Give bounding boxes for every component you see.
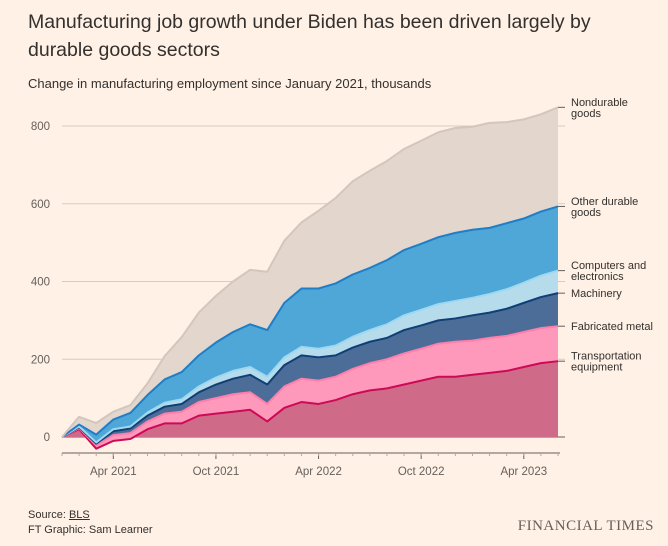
y-tick-label: 600 — [31, 199, 50, 211]
chart-subtitle: Change in manufacturing employment since… — [28, 76, 432, 91]
source-prefix: Source: — [28, 509, 69, 521]
series-label: Other durable goods — [571, 196, 638, 219]
y-tick-label: 400 — [31, 277, 50, 289]
y-tick-label: 200 — [31, 354, 50, 366]
source-link[interactable]: BLS — [68, 509, 90, 521]
area-machinery — [62, 293, 558, 446]
line-machinery — [61, 292, 559, 445]
area-other-durable-goods — [62, 206, 558, 443]
chart-title: Manufacturing job growth under Biden has… — [28, 11, 591, 61]
footer: Source: BLS FT Graphic: Sam Learner — [28, 508, 153, 538]
series-label: Machinery — [571, 288, 622, 300]
line-computers-and-electronics — [61, 269, 559, 444]
source-line: Source: BLS — [28, 508, 153, 523]
series-label: Computers and electronics — [571, 260, 646, 283]
series-label: Transportation equipment — [571, 351, 642, 374]
x-tick-label: Apr 2022 — [295, 466, 342, 478]
line-transportation-equipment — [61, 360, 559, 450]
line-nondurable-goods — [61, 106, 559, 438]
y-tick-label: 0 — [44, 432, 50, 444]
area-nondurable-goods — [62, 107, 558, 437]
x-tick-label: Oct 2022 — [398, 466, 445, 478]
ft-logo: FINANCIAL TIMES — [517, 518, 654, 534]
series-label: Fabricated metal — [571, 321, 653, 333]
line-other-durable-goods — [61, 205, 559, 438]
x-tick-label: Oct 2021 — [193, 466, 240, 478]
credit: FT Graphic: Sam Learner — [28, 524, 153, 536]
area-fabricated-metal — [62, 326, 558, 449]
x-tick-label: Apr 2021 — [90, 466, 137, 478]
line-fabricated-metal — [61, 325, 559, 447]
x-tick-label: Apr 2023 — [500, 466, 547, 478]
series-label: Nondurable goods — [571, 97, 628, 120]
area-transportation-equipment — [62, 361, 558, 449]
y-tick-label: 800 — [31, 121, 50, 133]
